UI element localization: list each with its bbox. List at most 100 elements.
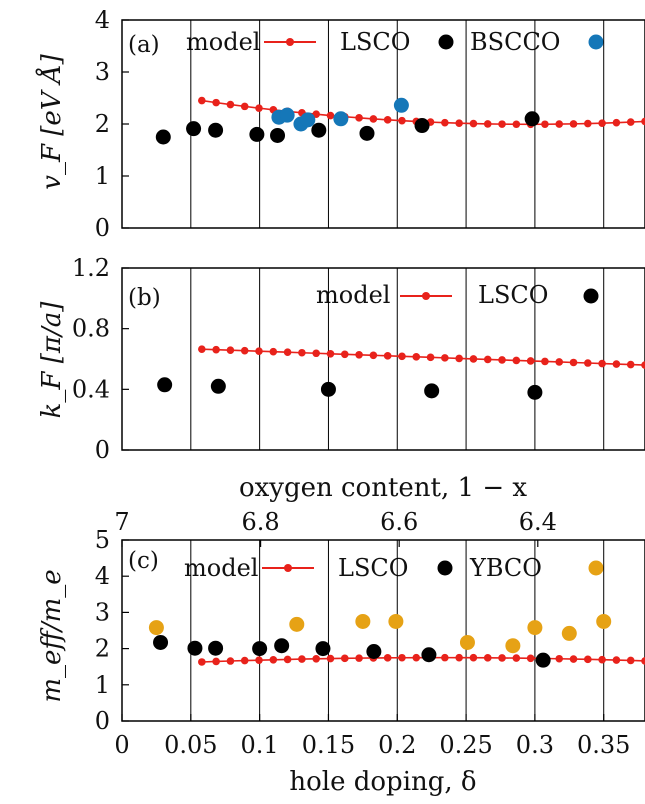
panel-c-model-point xyxy=(584,655,592,664)
panel-c-ybco-point xyxy=(148,620,164,636)
panel-a-model-point xyxy=(498,120,506,128)
panel-c-ytick-label: 5 xyxy=(95,526,110,554)
panel-b-model-point xyxy=(641,361,645,369)
panel-c-model-point xyxy=(626,656,635,665)
panel-b-model-point xyxy=(269,347,278,356)
legend-c-model-swatch xyxy=(262,564,314,572)
panel-b-lsco-point xyxy=(157,377,173,393)
panel-c-ybco-point xyxy=(596,613,612,629)
legend-a-bscco-marker xyxy=(588,34,604,50)
panel-a-model-point xyxy=(469,119,478,128)
panel-b-model-point xyxy=(255,347,263,355)
panel-a-lsco-point xyxy=(208,122,224,138)
panel-c-top-xtick-label: 6.8 xyxy=(242,508,280,536)
legend-a-model-swatch xyxy=(264,38,316,46)
panel-a-lsco-point xyxy=(414,118,430,134)
legend-b-lsco-label: LSCO xyxy=(478,281,548,309)
panel-a-bscco-point xyxy=(393,97,409,113)
panel-b-lsco-point xyxy=(210,378,226,394)
panel-b-lsco-point xyxy=(320,381,336,397)
legend-a-bscco-label: BSCCO xyxy=(470,28,560,56)
panel-a-model-point xyxy=(240,102,249,111)
panel-c-model-point xyxy=(469,653,478,662)
panel-a-label: (a) xyxy=(128,32,160,58)
panel-a-lsco-point xyxy=(155,129,171,145)
panel-b-model-point xyxy=(455,354,463,363)
panel-b-model-point xyxy=(226,346,235,354)
panel-c-model-point xyxy=(283,655,292,664)
panel-b-model-point xyxy=(569,358,578,367)
panel-a-model-point xyxy=(383,116,392,124)
panel-a-model-point xyxy=(641,117,645,126)
panel-a-model-point xyxy=(612,118,621,127)
panel-b-ylabel: k_F [π/a] xyxy=(37,301,67,419)
panel-c-lsco-point xyxy=(315,641,331,657)
panel-b: (b) k_F [π/a] model LSCO 0 0.4 0.8 1.2 xyxy=(37,254,645,464)
panel-a-model-point xyxy=(483,120,492,128)
panel-c-model-point xyxy=(255,656,263,664)
panel-c-model-point xyxy=(512,654,521,662)
panel-b-model-point xyxy=(441,354,449,362)
panel-c-model-point xyxy=(555,654,564,663)
panel-a-model-point xyxy=(569,120,578,128)
panel-b-model-point xyxy=(584,359,592,367)
panel-c-model-point xyxy=(598,655,606,664)
panel-b-model-point xyxy=(383,352,392,360)
panel-c-model-point xyxy=(526,654,535,663)
panel-c-model-point xyxy=(340,654,349,663)
panel-b-model-point xyxy=(198,345,206,353)
legend-c-ybco-label: YBCO xyxy=(469,554,542,582)
legend-c-lsco-marker xyxy=(437,560,453,576)
panel-c-xtick-label: 0.25 xyxy=(439,731,492,759)
panel-c-lsco-point xyxy=(153,634,169,650)
panel-a-model-point xyxy=(626,118,635,126)
legend-b-model-swatch xyxy=(400,292,452,300)
panel-c-ylabel: m_eff/m_e xyxy=(37,569,67,702)
panel-b-model-point xyxy=(398,352,406,361)
panel-c-model-point xyxy=(240,656,249,665)
panel-b-model-point xyxy=(326,349,335,358)
panel-c-xtick-label: 0.1 xyxy=(241,731,279,759)
panel-a-model-point xyxy=(212,98,220,107)
panel-a-model-point xyxy=(512,120,521,129)
panel-a-lsco-point xyxy=(186,121,202,137)
panel-c-ybco-point xyxy=(459,634,475,650)
panel-b-model-point xyxy=(483,355,492,364)
panel-a-ylabel: v_F [eV Å] xyxy=(35,53,67,189)
panel-a-lsco-point xyxy=(270,127,286,143)
panel-c-model-point xyxy=(612,656,621,664)
panel-c-model-point xyxy=(269,655,278,664)
panel-c-model-point xyxy=(198,658,206,666)
panel-c-model-point xyxy=(483,654,492,662)
panel-b-model-point xyxy=(526,357,535,365)
panel-b-model-point xyxy=(355,350,363,359)
panel-c-ybco-point xyxy=(561,625,577,641)
panel-b-model-point xyxy=(240,346,249,355)
legend-c-lsco-label: LSCO xyxy=(338,554,408,582)
panel-c-model-point xyxy=(455,653,463,662)
panel-c-xtick-label: 0 xyxy=(114,731,129,759)
panel-c-xtick-label: 0.2 xyxy=(378,731,416,759)
panel-a-model-point xyxy=(226,100,235,109)
panel-b-frame xyxy=(121,267,645,451)
panel-a: (a) v_F [eV Å] model LSCO BSCCO 0 1 2 3 4 xyxy=(35,6,645,242)
panel-a-model-point xyxy=(598,119,606,127)
panel-c-xtick-label: 0.15 xyxy=(302,731,355,759)
panel-a-ytick-label: 3 xyxy=(95,58,110,86)
panel-b-model-point xyxy=(412,353,421,361)
panel-c-model-point xyxy=(355,654,363,662)
panel-c-model-point xyxy=(441,653,449,662)
panel-c-model-point xyxy=(412,653,421,662)
panel-a-lsco-point xyxy=(359,125,375,141)
panel-a-bscco-point xyxy=(300,112,316,128)
panel-c-model-point xyxy=(398,653,406,662)
panel-c-xtick-label: 0.35 xyxy=(577,731,630,759)
legend-b-model-label: model xyxy=(316,281,390,309)
panel-c-model-point xyxy=(312,655,320,663)
panel-a-ytick-label: 0 xyxy=(95,214,110,242)
panel-c-model-point xyxy=(641,657,645,665)
panel-b-model-point xyxy=(541,357,549,366)
panel-a-model-point xyxy=(455,119,463,127)
panel-c-ytick-label: 3 xyxy=(95,598,110,626)
panel-a-lsco-point xyxy=(249,126,265,142)
